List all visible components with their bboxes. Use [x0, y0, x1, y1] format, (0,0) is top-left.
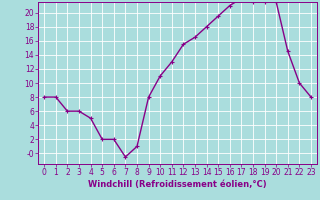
X-axis label: Windchill (Refroidissement éolien,°C): Windchill (Refroidissement éolien,°C) — [88, 180, 267, 189]
